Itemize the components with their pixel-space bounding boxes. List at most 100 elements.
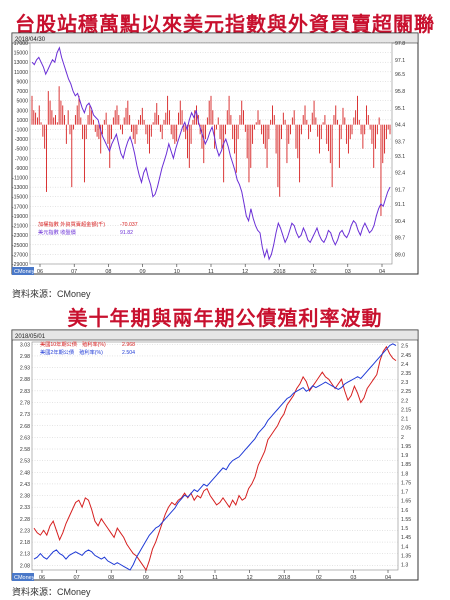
- chart1-x-tick-label: 11: [208, 269, 214, 275]
- chart1-bar: [300, 124, 302, 135]
- chart1-plot-area: [29, 42, 393, 265]
- chart1-bar: [257, 110, 259, 125]
- chart1-bar: [297, 124, 299, 159]
- chart1-bar: [304, 105, 306, 125]
- chart2-right-tick-label: 1.55: [401, 517, 411, 523]
- chart1-bar: [205, 124, 207, 140]
- chart1-bar: [364, 124, 366, 135]
- chart2-right-tick-label: 1.95: [401, 444, 411, 450]
- chart1-bar: [190, 124, 192, 144]
- chart1-right-tick-label: 93.7: [395, 139, 405, 145]
- chart1-left-tick-label: 9000: [16, 79, 28, 85]
- chart2-left-tick-label: 2.98: [20, 354, 30, 360]
- chart1-left-tick-label: -25000: [12, 243, 28, 249]
- chart1-bar: [196, 105, 197, 125]
- chart1-right-tick-label: 95.1: [395, 106, 405, 112]
- chart1-bar: [369, 124, 371, 130]
- chart2-x-tick-label: 03: [350, 575, 356, 581]
- chart2-left-tick-label: 2.93: [20, 366, 30, 372]
- chart1-left-tick-label: 5000: [16, 99, 28, 105]
- chart1-x-tick-label: 12: [242, 269, 248, 275]
- chart1-bar: [340, 124, 342, 140]
- chart1-bar: [49, 100, 51, 125]
- chart2-left-tick-label: 2.33: [20, 505, 30, 511]
- chart1-bar: [183, 124, 185, 132]
- chart1-right-tick-label: 94.4: [395, 123, 405, 129]
- chart1-bar: [351, 124, 353, 135]
- chart1-x-tick-label: 2018: [273, 269, 285, 275]
- chart2-right-tick-label: 1.9: [401, 453, 408, 459]
- chart1-left-tick-label: -29000: [12, 262, 28, 268]
- chart1-right-tick-label: 96.5: [395, 72, 405, 78]
- chart1-bar: [107, 124, 109, 144]
- chart2-title: 美十年期與兩年期公債殖利率波動: [67, 306, 383, 330]
- chart1-bar: [31, 95, 33, 125]
- chart2-right-tick-label: 2.3: [401, 380, 408, 386]
- chart1-bar: [232, 124, 234, 140]
- chart1-bar: [56, 122, 58, 125]
- chart1-bar: [136, 124, 138, 135]
- chart1-bar: [326, 124, 328, 144]
- chart1-bar: [362, 124, 364, 149]
- chart2-right-tick-label: 1.75: [401, 480, 411, 486]
- chart1-bar: [158, 115, 160, 125]
- chart2-right-tick-label: 2.4: [401, 362, 408, 368]
- chart2-right-tick-label: 2.45: [401, 353, 411, 359]
- chart2-plot-area: [31, 341, 399, 571]
- chart1-right-tick-label: 90.4: [395, 219, 405, 225]
- chart1-bar: [286, 124, 288, 164]
- chart1-bar: [98, 124, 100, 140]
- chart1-bar: [225, 124, 226, 135]
- chart1-bar: [320, 124, 322, 140]
- chart1-bar: [172, 124, 174, 140]
- chart2-x-tick-label: 12: [247, 575, 253, 581]
- chart1-bar: [140, 115, 141, 125]
- chart1-bar: [85, 124, 87, 140]
- chart1-bar: [67, 110, 69, 125]
- chart2-left-tick-label: 2.83: [20, 389, 30, 395]
- chart1-right-tick-label: 91.7: [395, 188, 405, 194]
- chart1-left-tick-label: -11000: [12, 176, 28, 182]
- chart1-bar: [150, 124, 152, 137]
- chart1-bar: [338, 124, 340, 168]
- chart1-left-tick-label: -27000: [12, 252, 28, 258]
- chart1-right-tick-label: 89.7: [395, 236, 405, 242]
- chart1-right-tick-label: 91.1: [395, 202, 405, 208]
- chart1-source: 資料來源：CMoney: [12, 289, 91, 299]
- chart1-bar: [306, 119, 308, 125]
- chart1-bar: [279, 124, 281, 197]
- chart1-bar: [145, 124, 147, 135]
- chart1-bar: [91, 110, 93, 125]
- chart1-bar: [288, 124, 290, 144]
- chart1-bar: [337, 119, 339, 125]
- chart1-title: 台股站穩萬點以來美元指數與外資買賣超關聯: [15, 12, 435, 36]
- chart1-left-tick-label: -21000: [12, 224, 28, 230]
- chart1-bar: [255, 122, 257, 125]
- chart1-bar: [373, 124, 375, 168]
- chart1-bar: [268, 124, 270, 140]
- chart1-bar: [127, 100, 129, 125]
- chart1-bar: [302, 115, 304, 125]
- chart1-bar: [281, 124, 282, 140]
- chart1-left-tick-label: 7000: [16, 89, 28, 95]
- chart1-bar: [152, 122, 154, 125]
- chart2-left-tick-label: 2.73: [20, 412, 30, 418]
- chart2-right-tick-label: 1.6: [401, 508, 408, 514]
- chart1-bar: [138, 119, 140, 125]
- chart1-bar: [375, 124, 376, 149]
- chart1-bar: [333, 115, 335, 125]
- chart1-right-tick-label: 93.1: [395, 154, 405, 160]
- chart2-left-tick-label: 2.53: [20, 459, 30, 465]
- chart1-bar: [262, 124, 264, 144]
- chart2-left-tick-label: 2.28: [20, 517, 30, 523]
- chart1-bar: [293, 110, 295, 125]
- chart2-right-tick-label: 1.45: [401, 535, 411, 541]
- chart1-bar: [65, 124, 67, 144]
- chart1-x-tick-label: 06: [37, 269, 43, 275]
- chart1-bar: [143, 119, 145, 125]
- chart1-bar: [89, 105, 91, 125]
- chart1-bar: [156, 103, 158, 125]
- chart2-left-tick-label: 2.68: [20, 424, 30, 430]
- chart1-bar: [83, 124, 85, 183]
- chart1-bar: [322, 122, 324, 125]
